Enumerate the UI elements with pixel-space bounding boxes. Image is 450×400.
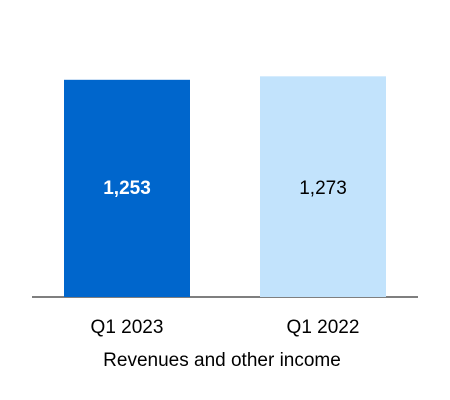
bar-q1-2022 bbox=[260, 76, 386, 297]
data-label: 1,273 bbox=[299, 178, 347, 199]
data-label: 1,253 bbox=[103, 178, 151, 199]
x-tick-label: Q1 2023 bbox=[91, 317, 164, 338]
x-axis-title: Revenues and other income bbox=[103, 350, 341, 371]
bar-q1-2023 bbox=[64, 79, 190, 297]
x-tick-label: Q1 2022 bbox=[287, 317, 360, 338]
